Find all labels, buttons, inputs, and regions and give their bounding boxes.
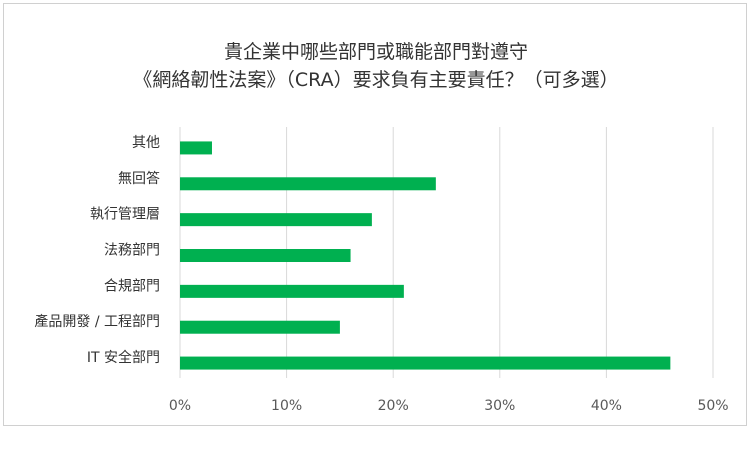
x-tick-label: 30%: [484, 398, 515, 414]
gridlines: [179, 127, 714, 378]
bar: [180, 141, 212, 155]
x-tick-label: 20%: [378, 398, 409, 414]
x-tick-label: 10%: [271, 398, 302, 414]
chart-title-block: 貴企業中哪些部門或職能部門對遵守 《網絡韌性法案》（CRA）要求負有主要責任？（…: [0, 38, 752, 94]
bar: [180, 213, 372, 227]
chart-title: 貴企業中哪些部門或職能部門對遵守: [223, 41, 528, 63]
category-label: 執行管理層: [90, 207, 160, 223]
category-label: 產品開發 / 工程部門: [34, 313, 160, 330]
category-label: 合規部門: [104, 278, 160, 294]
x-tick-label: 40%: [591, 398, 622, 414]
bar: [180, 177, 436, 191]
bars: [180, 141, 671, 370]
bar: [180, 284, 404, 298]
x-tick-label: 0%: [169, 398, 191, 414]
chart-subtitle: 《網絡韌性法案》（CRA）要求負有主要責任？（可多選）: [133, 69, 619, 91]
category-label: 其他: [132, 135, 160, 151]
chart-frame: [3, 3, 747, 426]
x-tick-labels: 0% 10% 20% 30% 40% 50%: [169, 398, 729, 414]
category-label: 無回答: [118, 170, 160, 187]
bar: [180, 320, 340, 334]
x-tick-label: 50%: [697, 398, 728, 414]
category-label: 法務部門: [104, 243, 160, 259]
category-label: IT 安全部門: [87, 349, 160, 366]
bar: [180, 356, 671, 370]
bar: [180, 249, 351, 262]
